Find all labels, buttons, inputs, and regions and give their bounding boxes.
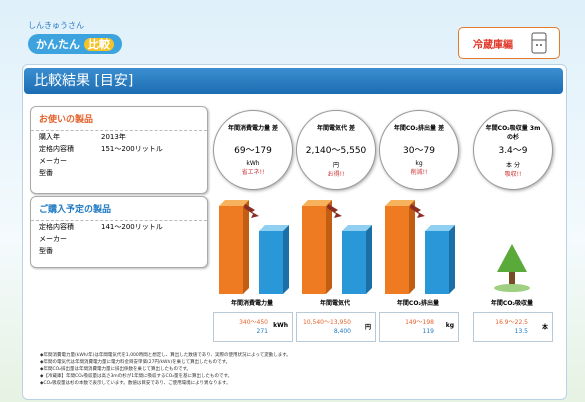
illustration: [290, 186, 380, 296]
row-label: 定格内容積: [39, 144, 101, 154]
row-value: 141〜200リットル: [101, 222, 163, 232]
row-value: 2013年: [101, 132, 126, 142]
diff-label: 年間CO₂排出量 差: [390, 123, 448, 139]
diff-unit: 円: [297, 160, 375, 169]
diff-value: 69〜179: [214, 143, 292, 156]
panel-heading: お使いの製品: [31, 107, 207, 131]
diff-unit: kg: [380, 160, 458, 167]
new-value: 8,400: [334, 328, 351, 335]
diff-unit: 本 分: [474, 160, 552, 169]
row-label: 購入年: [39, 132, 101, 142]
fridge-icon: [529, 31, 549, 55]
old-value: 340〜450: [239, 317, 268, 326]
diff-note: お得!!: [297, 169, 375, 178]
illustration: [467, 186, 557, 296]
old-value: 10,540〜13,950: [303, 317, 351, 326]
new-value: 271: [257, 328, 268, 335]
footnotes: ◆年間消費電力量(kWh/年)は年間電気代を1,000時間と想定し、算出した数値…: [40, 352, 555, 387]
category-label: 冷蔵庫編: [473, 36, 513, 51]
row-label: 型番: [39, 168, 101, 178]
info-row: 型番: [31, 167, 207, 179]
title-bar: 比較結果 [目安]: [24, 68, 563, 94]
unit: 本: [542, 322, 548, 331]
new-value: 119: [423, 328, 434, 335]
diff-circle: 年間電気代 差 2,140〜5,550 円お得!!: [296, 110, 376, 190]
category-button[interactable]: 冷蔵庫編: [458, 27, 560, 59]
metric-label: 年間CO₂吸収量: [470, 298, 554, 307]
diff-value: 2,140〜5,550: [297, 143, 375, 156]
row-label: 型番: [39, 246, 101, 256]
diff-label: 年間消費電力量 差: [224, 123, 282, 139]
brand-text: かんたん: [36, 38, 80, 51]
footnote: ◆年間の電気代は年間消費電力量に電力料金目安単価(27円/kWh)を乗じて算出し…: [40, 359, 555, 366]
metric-label: 年間CO₂排出量: [376, 298, 460, 307]
row-label: メーカー: [39, 234, 101, 244]
new-value: 13.5: [515, 328, 528, 335]
footnote: ◆【冷蔵庫】年間CO₂吸収量は高さ3mの杉が1年間に吸収するCO₂量を基に算出し…: [40, 373, 555, 380]
value-box: 340〜450 271 kWh: [213, 312, 293, 342]
unit: kWh: [273, 322, 288, 329]
value-box: 10,540〜13,950 8,400 円: [296, 312, 376, 342]
row-label: 定格内容積: [39, 222, 101, 232]
diff-value: 30〜79: [380, 143, 458, 156]
info-row: メーカー: [31, 155, 207, 167]
diff-label: 年間電気代 差: [307, 123, 365, 139]
screen: しんきゅうさん かんたん 比較 冷蔵庫編 比較結果 [目安] お使いの製品 購入…: [0, 0, 585, 402]
footnote: ◆年間消費電力量(kWh/年)は年間電気代を1,000時間と想定し、算出した数値…: [40, 352, 555, 359]
diff-circle: 年間CO₂吸収量 3mの杉 3.4〜9 本 分吸収!!: [473, 110, 553, 190]
diff-unit: kWh: [214, 160, 292, 167]
brand-compare: 比較: [84, 38, 114, 51]
info-row: メーカー: [31, 233, 207, 245]
old-value: 16.9〜22.5: [495, 317, 528, 326]
diff-note: 吸収!!: [474, 169, 552, 178]
metric-label: 年間電気代: [293, 298, 377, 307]
brand: かんたん 比較: [28, 34, 122, 54]
value-box: 16.9〜22.5 13.5 本: [473, 312, 553, 342]
illustration: [373, 186, 463, 296]
footnote: ◆CO₂吸収量は杉の本数で表示しています。数値は目安であり、ご使用環境により異な…: [40, 380, 555, 387]
footnote: ◆年間CO₂排出量は年間消費電力量に排出係数を乗じて算出したものです。: [40, 366, 555, 373]
row-value: 151〜200リットル: [101, 144, 163, 154]
old-value: 149〜198: [405, 317, 434, 326]
diff-label: 年間CO₂吸収量 3mの杉: [484, 123, 542, 139]
unit: kg: [446, 322, 454, 329]
brand-small: しんきゅうさん: [28, 20, 84, 31]
panel-heading: ご購入予定の製品: [31, 197, 207, 221]
illustration: [207, 186, 297, 296]
unit: 円: [365, 322, 371, 331]
diff-value: 3.4〜9: [474, 143, 552, 156]
value-box: 149〜198 119 kg: [379, 312, 459, 342]
diff-note: 削減!!: [380, 167, 458, 176]
info-row: 型番: [31, 245, 207, 257]
metric-label: 年間消費電力量: [210, 298, 294, 307]
row-label: メーカー: [39, 156, 101, 166]
diff-note: 省エネ!!: [214, 167, 292, 176]
